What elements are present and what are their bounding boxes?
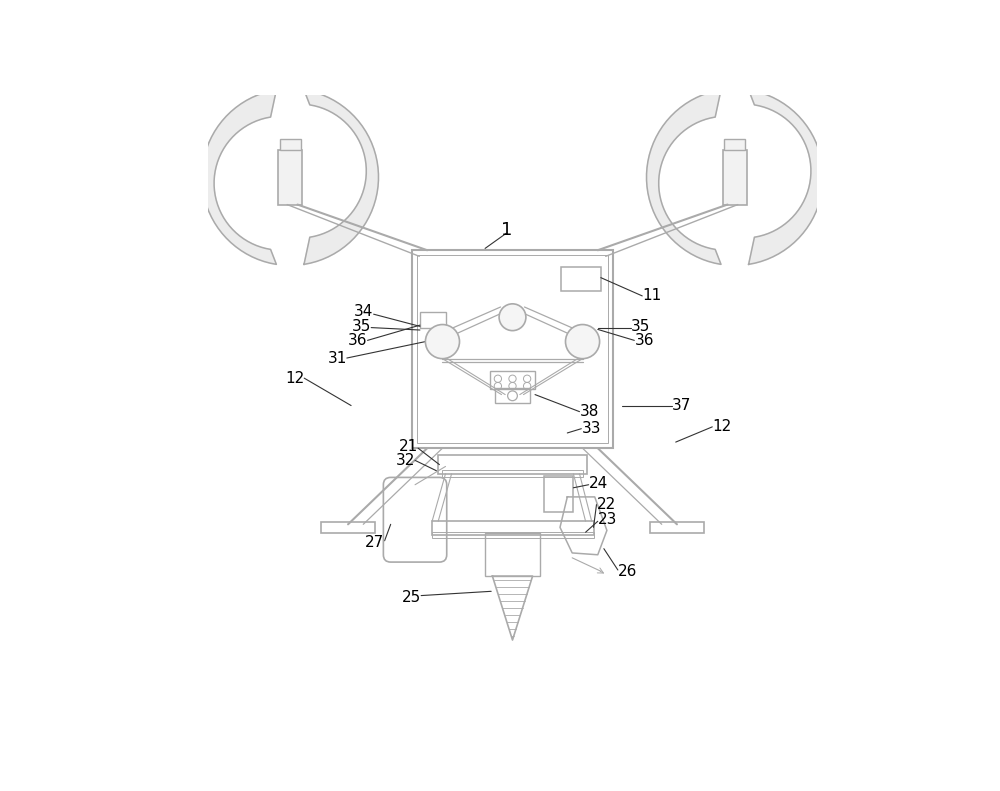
Text: 11: 11 (642, 289, 661, 304)
Text: 27: 27 (365, 535, 385, 550)
Text: 25: 25 (402, 590, 421, 605)
Bar (432, 521, 594, 535)
Bar (561, 267, 601, 291)
Bar (412, 250, 613, 448)
Bar (321, 523, 375, 533)
Circle shape (565, 324, 600, 358)
Bar (432, 532, 594, 539)
Text: 33: 33 (581, 421, 601, 436)
Text: 22: 22 (597, 497, 616, 512)
Text: 24: 24 (589, 476, 608, 491)
Bar (420, 312, 446, 327)
Text: 35: 35 (352, 319, 371, 334)
Bar (723, 149, 747, 205)
Bar (490, 371, 535, 389)
Bar (724, 138, 745, 149)
Text: 35: 35 (631, 319, 651, 334)
Text: 1: 1 (501, 221, 512, 239)
Text: 36: 36 (634, 333, 654, 348)
Bar (438, 456, 587, 474)
Bar (544, 476, 573, 512)
Bar (650, 523, 704, 533)
Text: 26: 26 (618, 564, 637, 579)
Text: 37: 37 (672, 398, 691, 413)
Bar (495, 388, 530, 403)
Text: 38: 38 (579, 404, 599, 419)
Bar (417, 255, 608, 443)
Text: 36: 36 (348, 333, 368, 348)
Polygon shape (647, 90, 721, 264)
Polygon shape (749, 90, 823, 264)
Bar (278, 149, 302, 205)
Bar (442, 470, 583, 478)
Circle shape (499, 304, 526, 331)
Text: 21: 21 (399, 440, 418, 455)
Circle shape (425, 324, 460, 358)
Text: 32: 32 (396, 453, 415, 467)
Text: 12: 12 (285, 371, 304, 386)
Bar (280, 138, 301, 149)
Text: 31: 31 (327, 350, 347, 365)
Polygon shape (304, 90, 378, 264)
Text: 23: 23 (598, 512, 617, 527)
Text: 12: 12 (712, 419, 732, 434)
Polygon shape (202, 90, 276, 264)
Bar (485, 533, 540, 576)
Text: 34: 34 (354, 304, 374, 319)
